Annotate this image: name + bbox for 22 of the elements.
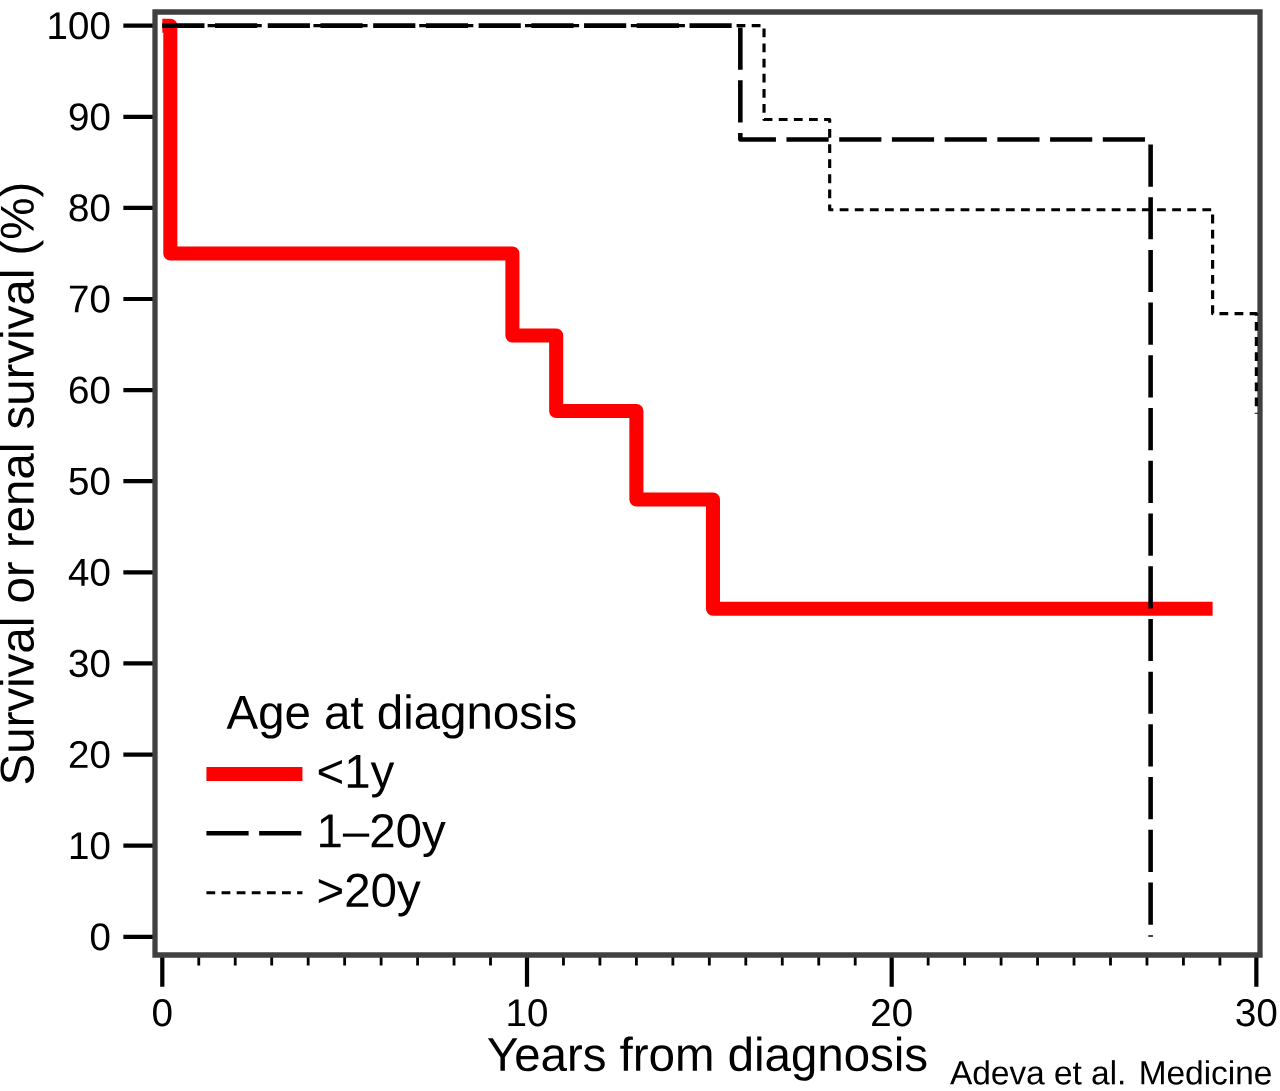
legend-label: <1y xyxy=(318,755,395,798)
x-tick-label: 20 xyxy=(872,999,912,1027)
y-tick-label: 20 xyxy=(69,740,110,769)
y-tick-label: 0 xyxy=(90,923,110,951)
x-tick-label: 10 xyxy=(508,999,547,1027)
y-tick-label: 10 xyxy=(70,832,110,860)
legend-label: 1–20y xyxy=(320,814,446,858)
x-tick-label: 0 xyxy=(153,999,172,1027)
y-tick-label: 90 xyxy=(69,103,110,131)
x-tick-label: 30 xyxy=(1236,999,1277,1027)
legend-label: >20y xyxy=(318,873,421,917)
y-axis-title: Survival or renal survival (%) xyxy=(0,184,44,784)
text: Adeva et al. Medicine xyxy=(950,1060,1271,1085)
y-tick-label: 80 xyxy=(69,194,110,222)
y-tick-label: 50 xyxy=(69,467,110,495)
legend-title: Age at diagnosis xyxy=(226,694,576,739)
x-axis-title: Years from diagnosis xyxy=(487,1036,927,1081)
y-tick-label: 30 xyxy=(69,649,110,678)
y-tick-label: 60 xyxy=(69,376,110,404)
y-tick-label: 40 xyxy=(68,558,110,587)
y-tick-label: 100 xyxy=(49,12,110,40)
y-tick-label: 70 xyxy=(69,285,110,313)
